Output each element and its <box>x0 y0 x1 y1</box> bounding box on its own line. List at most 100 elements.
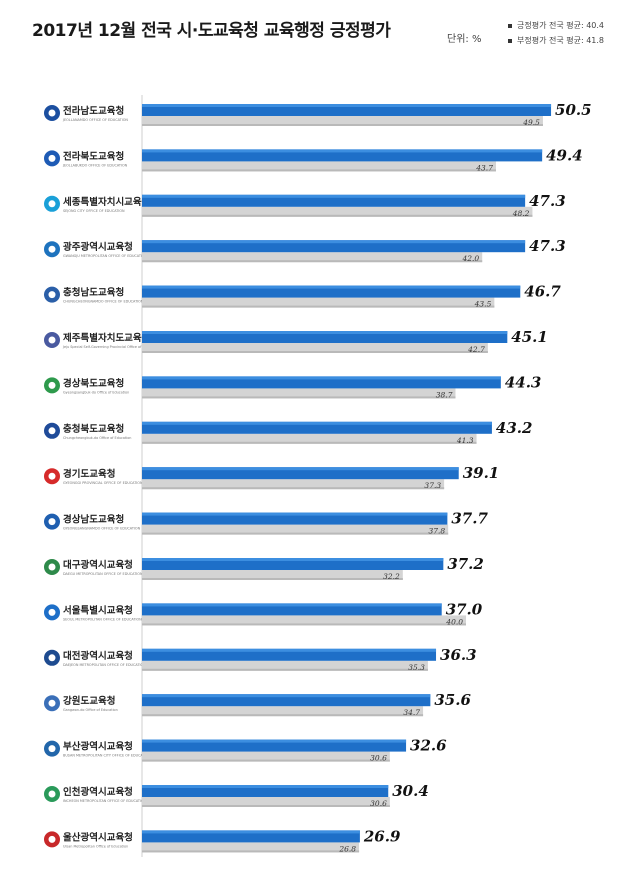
legend-positive-average-text: 긍정평가 전국 평균: 40.4 <box>517 21 605 30</box>
negative-bar-shadow <box>142 260 483 263</box>
negative-bar <box>142 252 483 263</box>
category-label: 서울특별시교육청 <box>63 604 133 616</box>
education-office-emblem-icon <box>48 608 56 616</box>
category-sublabel: Gyeongsangbuk-do Office of Education <box>63 390 129 394</box>
negative-value-label: 32.2 <box>383 572 400 581</box>
negative-value-label: 30.6 <box>370 799 387 808</box>
negative-bar <box>142 116 543 126</box>
positive-bar-highlight <box>142 149 543 153</box>
positive-bar-highlight <box>142 694 431 698</box>
negative-bar <box>142 388 456 399</box>
negative-bar-shadow <box>142 850 360 853</box>
negative-bar <box>142 615 466 626</box>
positive-bar-highlight <box>142 785 389 788</box>
legend-item-positive-average: 긍정평가 전국 평균: 40.4 <box>508 18 604 33</box>
category-sublabel: Gangwon-do Office of Education <box>63 708 118 712</box>
positive-bar-highlight <box>142 331 508 334</box>
negative-bar-shadow <box>142 623 466 626</box>
negative-bar-shadow <box>142 805 390 807</box>
legend-bullet <box>508 23 512 28</box>
positive-value-label: 47.3 <box>529 192 566 210</box>
negative-value-label: 38.7 <box>436 390 453 399</box>
positive-bar-highlight <box>142 240 526 244</box>
positive-value-label: 49.4 <box>546 146 583 164</box>
chart-title: 2017년 12월 전국 시·도교육청 교육행정 긍정평가 <box>32 21 391 41</box>
negative-bar-shadow <box>142 487 445 490</box>
negative-bar <box>142 842 360 853</box>
positive-value-label: 39.1 <box>463 464 500 482</box>
positive-value-label: 37.2 <box>447 555 484 573</box>
negative-bar <box>142 479 445 490</box>
category-sublabel: DAEGU METROPOLITAN OFFICE OF EDUCATION <box>63 572 143 576</box>
category-sublabel: JEOLLANAMDO OFFICE OF EDUCATION <box>62 118 128 122</box>
positive-bar-highlight <box>142 467 459 471</box>
negative-value-label: 43.5 <box>474 300 492 309</box>
category-label: 경상남도교육청 <box>63 514 124 526</box>
negative-bar <box>142 343 488 353</box>
positive-bar-highlight <box>142 558 444 561</box>
education-office-emblem-icon <box>48 790 56 798</box>
negative-bar <box>142 751 390 762</box>
category-sublabel: SEOUL METROPOLITAN OFFICE OF EDUCATION <box>63 617 142 621</box>
category-label: 인천광역시교육청 <box>63 786 133 798</box>
category-label: 대구광역시교육청 <box>63 559 133 571</box>
negative-value-label: 41.3 <box>456 436 474 445</box>
negative-bar <box>142 161 496 172</box>
negative-value-label: 49.5 <box>522 118 540 127</box>
positive-value-label: 50.5 <box>555 101 592 119</box>
negative-bar <box>142 433 477 444</box>
positive-value-label: 37.7 <box>451 510 488 528</box>
negative-bar <box>142 206 533 217</box>
category-sublabel: GWANGJU METROPOLITAN OFFICE OF EDUCATION <box>63 254 148 258</box>
category-sublabel: Jeju Special Self-Governing Provincial O… <box>62 345 159 349</box>
positive-bar-highlight <box>142 603 442 607</box>
category-label: 경상북도교육청 <box>63 377 124 389</box>
positive-bar-highlight <box>142 512 448 516</box>
category-label: 전라남도교육청 <box>63 105 124 117</box>
positive-bar-highlight <box>142 104 552 107</box>
education-office-emblem-icon <box>48 291 56 299</box>
category-label: 강원도교육청 <box>63 695 115 707</box>
positive-value-label: 37.0 <box>446 600 483 618</box>
category-sublabel: BUSAN METROPOLITAN CITY OFFICE OF EDUCAT… <box>63 754 151 758</box>
positive-bar-highlight <box>142 648 437 652</box>
negative-bar-shadow <box>142 441 477 444</box>
category-label: 경기도교육청 <box>63 468 115 480</box>
negative-value-label: 48.2 <box>512 209 530 218</box>
category-sublabel: GYEONGSANGNAMDO OFFICE OF EDUCATION <box>63 527 141 531</box>
education-office-emblem-icon <box>48 563 56 571</box>
negative-bar-shadow <box>142 714 424 717</box>
education-office-emblem-icon <box>48 699 56 707</box>
negative-value-label: 30.6 <box>370 754 387 763</box>
education-office-emblem-icon <box>48 427 56 435</box>
positive-value-label: 32.6 <box>410 737 447 755</box>
unit-label: 단위: % <box>447 34 482 45</box>
category-label: 광주광역시교육청 <box>63 241 133 253</box>
positive-value-label: 36.3 <box>440 646 477 664</box>
legend-negative-average-text: 부정평가 전국 평균: 41.8 <box>517 36 605 45</box>
category-label: 세종특별자치시교육청 <box>63 196 150 208</box>
legend-bullet <box>508 38 512 43</box>
negative-value-label: 34.7 <box>403 708 420 717</box>
category-sublabel: GYEONGGI PROVINCIAL OFFICE OF EDUCATION <box>63 481 143 485</box>
category-sublabel: Chungcheongbuk-do Office of Education <box>63 436 131 440</box>
education-office-emblem-icon <box>48 472 56 480</box>
category-sublabel: INCHEON METROPOLITAN OFFICE OF EDUCATION <box>63 799 147 803</box>
category-sublabel: CHUNGCHEONGNAMDO OFFICE OF EDUCATION <box>63 300 144 304</box>
positive-value-label: 45.1 <box>511 328 548 346</box>
education-office-emblem-icon <box>48 109 56 117</box>
negative-value-label: 42.0 <box>461 254 479 263</box>
negative-bar <box>142 524 449 535</box>
positive-value-label: 26.9 <box>363 827 401 845</box>
education-office-emblem-icon <box>48 154 56 162</box>
positive-bar-highlight <box>142 285 521 289</box>
category-label: 충청남도교육청 <box>63 287 124 299</box>
negative-value-label: 40.0 <box>445 617 463 626</box>
negative-value-label: 37.3 <box>424 481 441 490</box>
negative-value-label: 42.7 <box>467 345 485 354</box>
negative-bar <box>142 706 424 717</box>
education-office-emblem-icon <box>48 654 56 662</box>
negative-bar-shadow <box>142 169 496 172</box>
negative-value-label: 37.8 <box>428 527 445 536</box>
positive-bar-highlight <box>142 376 501 380</box>
